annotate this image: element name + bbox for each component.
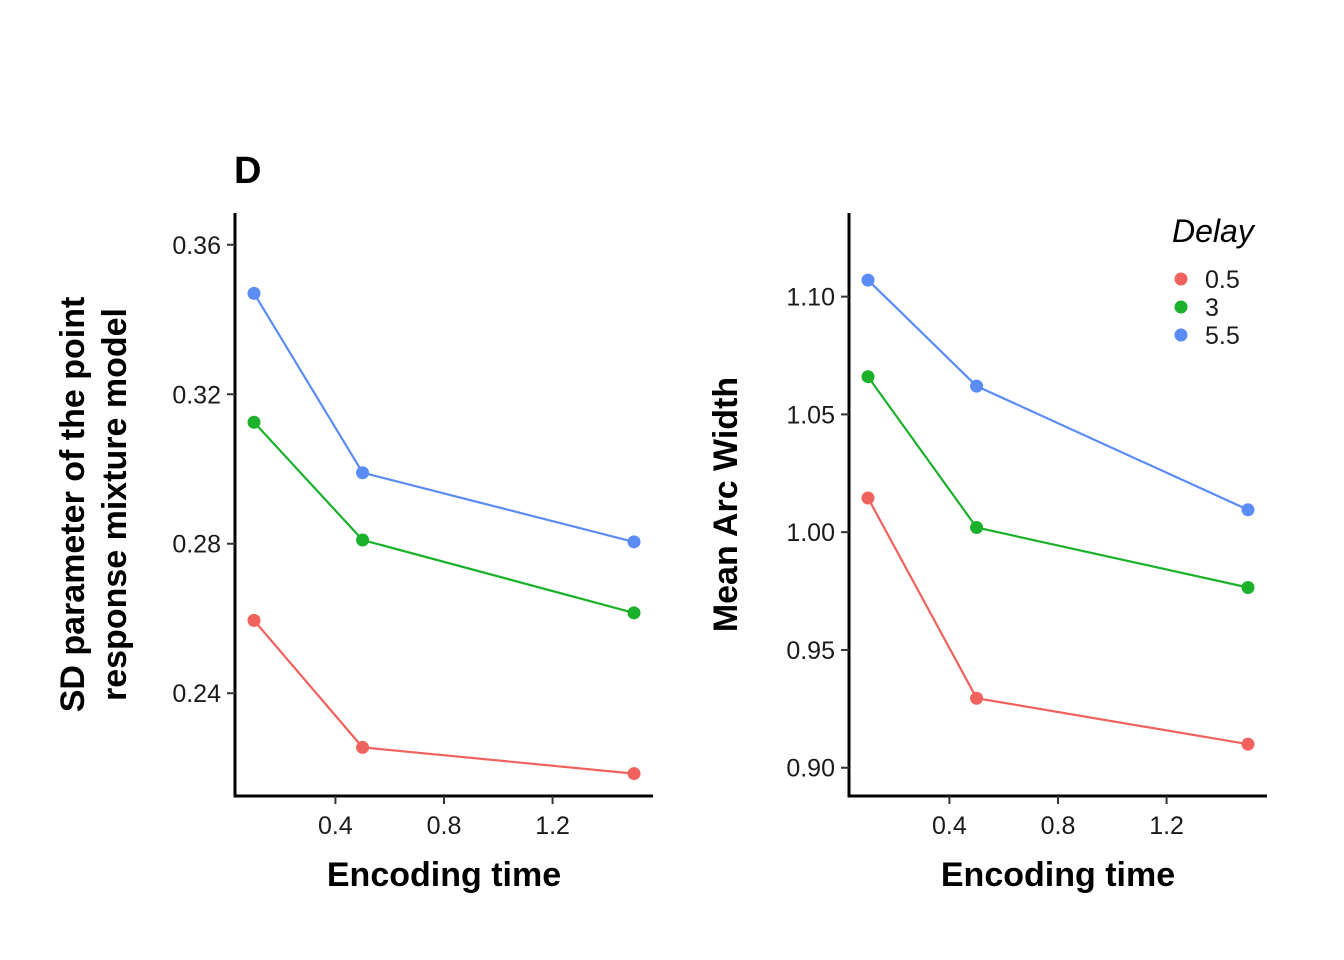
data-point (970, 379, 984, 393)
y-axis-title: response mixture model (96, 308, 134, 701)
data-point (970, 691, 984, 705)
legend-swatch (1174, 328, 1188, 342)
x-tick-label: 0.8 (427, 812, 462, 840)
series-line (253, 619, 635, 775)
data-point (627, 535, 641, 549)
data-point (627, 606, 641, 620)
data-point (1241, 503, 1255, 517)
data-point (356, 740, 370, 754)
series-line (253, 292, 635, 543)
data-point (627, 767, 641, 781)
series-line (867, 497, 1249, 746)
y-tick-label: 1.05 (786, 401, 835, 429)
y-tick-label: 0.32 (172, 381, 221, 409)
y-tick-label: 0.95 (786, 637, 835, 665)
data-point (356, 466, 370, 480)
series-line (867, 279, 1249, 511)
panel-tag: D (234, 150, 261, 192)
left-chart: 0.24 0.28 0.32 0.36 0.4 0.8 1.2 Encoding time SD… (54, 213, 653, 894)
data-point (861, 273, 875, 287)
series-line (867, 376, 1249, 589)
x-tick-label: 0.4 (318, 812, 353, 840)
data-point (1241, 737, 1255, 751)
legend-swatch (1174, 300, 1188, 314)
data-point (970, 520, 984, 534)
legend-label: 0.5 (1205, 266, 1240, 294)
data-point (861, 370, 875, 384)
x-axis-title: Encoding time (327, 856, 561, 894)
legend-label: 3 (1205, 294, 1219, 322)
legend-label: 5.5 (1205, 322, 1240, 350)
y-tick-label: 0.28 (172, 531, 221, 559)
series-line (253, 421, 635, 614)
data-point (247, 286, 261, 300)
data-point (1241, 581, 1255, 595)
right-chart: 0.90 0.95 1.00 1.05 1.10 0.4 0.8 1.2 Encoding ti… (707, 213, 1267, 894)
y-tick-label: 1.10 (786, 284, 835, 312)
x-tick-label: 1.2 (1149, 812, 1184, 840)
x-axis-title: Encoding time (941, 856, 1175, 894)
y-axis-title: SD parameter of the point (54, 297, 92, 713)
y-tick-label: 0.24 (172, 680, 221, 708)
data-point (247, 613, 261, 627)
data-point (861, 491, 875, 505)
legend: Delay 0.535.5 (1172, 213, 1256, 350)
x-tick-label: 0.4 (932, 812, 967, 840)
x-tick-label: 1.2 (535, 812, 570, 840)
y-axis-title: Mean Arc Width (707, 377, 745, 632)
legend-title: Delay (1172, 213, 1256, 249)
legend-swatch (1174, 272, 1188, 286)
data-point (247, 415, 261, 429)
x-tick-label: 0.8 (1041, 812, 1076, 840)
y-tick-label: 1.00 (786, 519, 835, 547)
data-point (356, 533, 370, 547)
y-tick-label: 0.36 (172, 232, 221, 260)
y-tick-label: 0.90 (786, 755, 835, 783)
